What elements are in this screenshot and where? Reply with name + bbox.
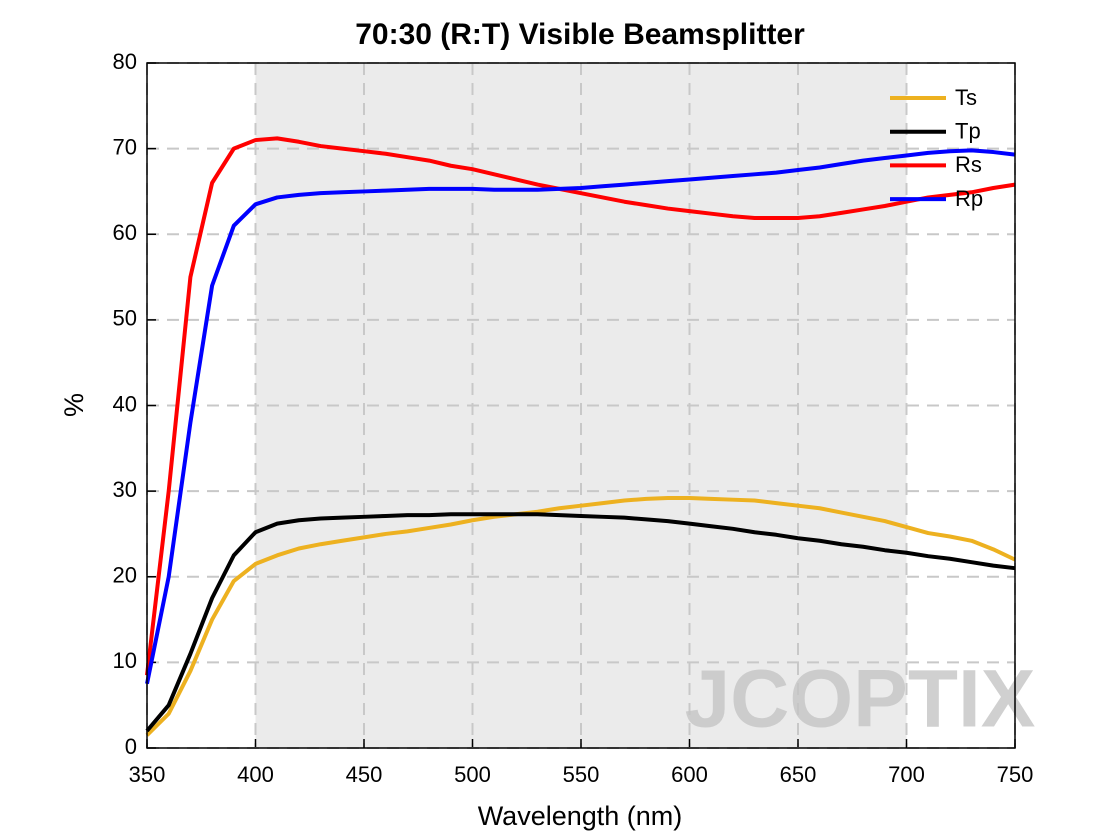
x-tick-label: 400 (237, 762, 274, 787)
x-tick-label: 650 (780, 762, 817, 787)
legend-label: Rs (955, 152, 982, 177)
x-tick-label: 550 (563, 762, 600, 787)
legend-label: Rp (955, 186, 983, 211)
plot-frame (146, 62, 1016, 749)
x-tick-label: 450 (346, 762, 383, 787)
y-tick-label: 70 (113, 134, 137, 159)
series-line (145, 495, 1016, 737)
series-line (145, 512, 1016, 733)
legend-label: Tp (955, 119, 981, 144)
y-tick-label: 60 (113, 220, 137, 245)
legend-label: Ts (955, 85, 977, 110)
chart-title: 70:30 (R:T) Visible Beamsplitter (355, 18, 805, 51)
y-tick-label: 10 (113, 648, 137, 673)
y-tick-label: 80 (113, 49, 137, 74)
y-tick-label: 50 (113, 306, 137, 331)
y-tick-label: 40 (113, 391, 137, 416)
y-axis-label: % (59, 393, 89, 417)
series-line (145, 136, 1016, 676)
series-line (145, 148, 1016, 685)
y-tick-label: 30 (113, 477, 137, 502)
x-axis-label: Wavelength (nm) (478, 801, 683, 831)
x-tick-label: 500 (454, 762, 491, 787)
y-tick-label: 20 (113, 563, 137, 588)
x-tick-label: 600 (671, 762, 708, 787)
x-tick-label: 350 (129, 762, 166, 787)
x-tick-label: 750 (997, 762, 1034, 787)
x-tick-label: 700 (888, 762, 925, 787)
watermark: JCOPTIX (685, 654, 1036, 745)
y-tick-label: 0 (125, 734, 137, 759)
